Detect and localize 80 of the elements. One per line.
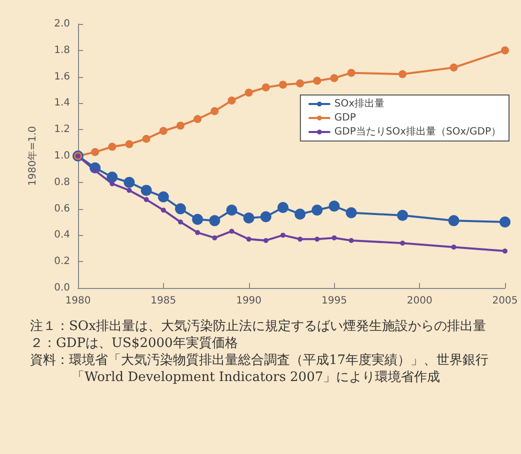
point bbox=[451, 244, 456, 250]
point bbox=[106, 172, 118, 183]
point bbox=[140, 184, 152, 196]
point bbox=[210, 107, 219, 116]
y-tick-label: 0.0 bbox=[54, 282, 70, 294]
point bbox=[296, 79, 304, 88]
y-tick-label: 0.8 bbox=[54, 176, 70, 188]
x-tick-label: 1980 bbox=[65, 296, 91, 306]
x-tick-label: 2005 bbox=[492, 296, 518, 306]
point bbox=[397, 210, 408, 221]
point bbox=[348, 238, 354, 243]
y-tick-label: 0.6 bbox=[54, 203, 70, 214]
point bbox=[108, 142, 116, 151]
y-axis-title: 1980年=1.0 bbox=[26, 126, 38, 186]
point bbox=[298, 236, 303, 242]
point bbox=[346, 207, 357, 218]
point bbox=[347, 68, 356, 77]
point bbox=[212, 235, 218, 240]
point bbox=[91, 148, 100, 156]
point bbox=[142, 134, 150, 143]
y-tick-label: 0.2 bbox=[54, 256, 70, 268]
point bbox=[229, 228, 234, 234]
point bbox=[278, 80, 287, 89]
point bbox=[332, 235, 337, 240]
point bbox=[263, 238, 268, 243]
point bbox=[330, 74, 338, 82]
point bbox=[398, 70, 407, 78]
point bbox=[294, 208, 306, 220]
point bbox=[450, 64, 458, 72]
legend-label: GDP bbox=[334, 112, 356, 124]
point bbox=[400, 240, 406, 246]
x-tick-label: 2000 bbox=[406, 296, 432, 306]
point bbox=[226, 204, 238, 216]
y-tick-label: 1.0 bbox=[54, 150, 70, 162]
point bbox=[246, 236, 252, 242]
point bbox=[448, 215, 460, 226]
point bbox=[502, 248, 508, 254]
point bbox=[194, 115, 202, 124]
text: ２：GDPは、US$2000年実質価格 bbox=[30, 335, 239, 352]
y-tick-label: 1.6 bbox=[54, 71, 70, 82]
point bbox=[313, 76, 322, 85]
point bbox=[243, 212, 254, 224]
point bbox=[110, 181, 115, 186]
point bbox=[312, 204, 323, 216]
point bbox=[501, 46, 509, 54]
point bbox=[124, 176, 135, 188]
y-tick-label: 2.0 bbox=[54, 18, 70, 30]
point bbox=[158, 191, 169, 202]
point bbox=[228, 96, 236, 105]
point bbox=[280, 232, 286, 238]
point bbox=[314, 236, 320, 242]
point bbox=[192, 214, 204, 225]
y-tick-label: 1.8 bbox=[54, 44, 70, 56]
point bbox=[92, 168, 98, 174]
point bbox=[500, 216, 510, 228]
point bbox=[244, 88, 253, 97]
x-tick-label: 1985 bbox=[150, 296, 176, 306]
y-tick-label: 1.4 bbox=[54, 98, 70, 109]
point bbox=[159, 126, 168, 135]
point bbox=[209, 215, 220, 226]
x-tick-label: 1995 bbox=[321, 296, 347, 306]
point bbox=[277, 202, 288, 213]
point bbox=[176, 122, 184, 130]
point bbox=[174, 203, 186, 214]
point bbox=[126, 188, 132, 193]
point bbox=[262, 83, 270, 92]
text: 注１：SOx排出量は、大気汚染防止法に規定するばい煙発生施設からの排出量 bbox=[30, 318, 487, 335]
legend-label: GDP当たりSOx排出量（SOx/GDP） bbox=[334, 126, 502, 138]
point bbox=[144, 197, 149, 202]
point bbox=[260, 211, 272, 222]
point bbox=[125, 140, 134, 148]
point bbox=[160, 208, 166, 213]
point bbox=[195, 230, 200, 236]
point bbox=[178, 220, 183, 224]
x-tick-label: 1990 bbox=[236, 296, 262, 306]
legend-label: SOx排出量 bbox=[334, 98, 385, 110]
y-tick-label: 1.2 bbox=[54, 124, 70, 136]
text: 資料：環境省「大気汚染物質排出量総合調査（平成17年度実績）」、世界銀行「World Development Indicators 2007」により環境省作成 bbox=[30, 352, 490, 386]
y-tick-label: 0.4 bbox=[54, 230, 70, 241]
point bbox=[328, 200, 340, 212]
